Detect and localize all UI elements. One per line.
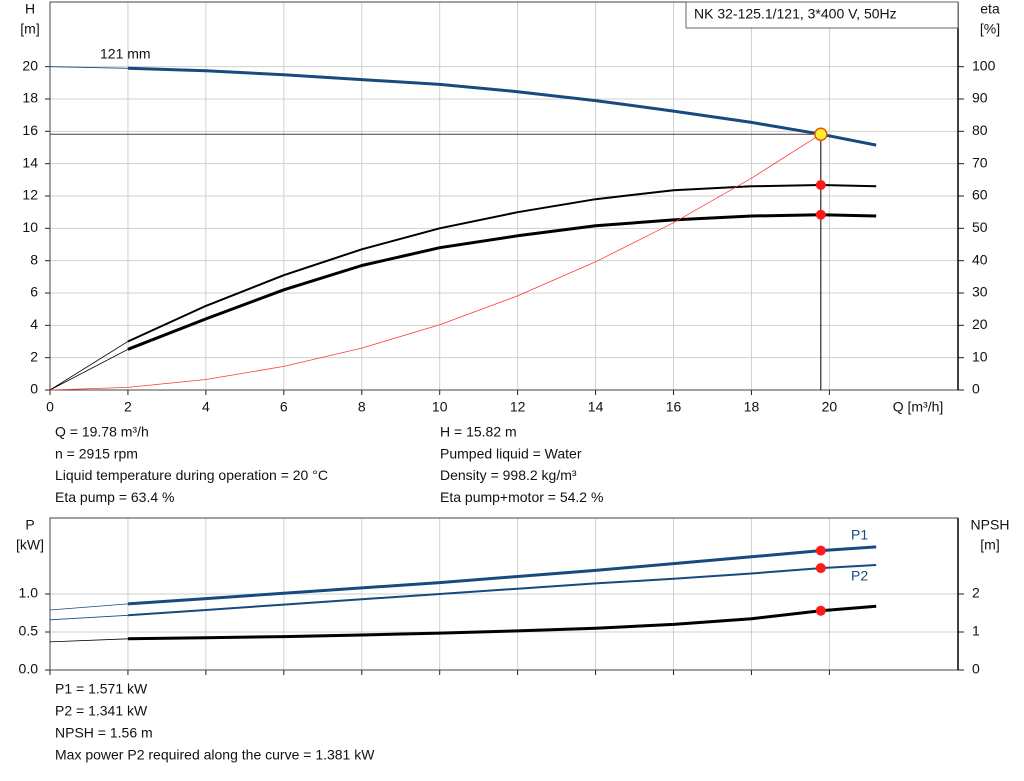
y2-axis-label: NPSH bbox=[971, 517, 1010, 533]
curve bbox=[127, 545, 877, 606]
y2-tick-label: 30 bbox=[972, 284, 988, 300]
y-tick-label: 0 bbox=[30, 381, 38, 397]
y-tick-label: 8 bbox=[30, 251, 38, 267]
x-tick-label: 4 bbox=[202, 399, 210, 415]
curve bbox=[127, 184, 877, 343]
y-tick-label: 6 bbox=[30, 284, 38, 300]
curve bbox=[127, 66, 877, 147]
y2-tick-label: 10 bbox=[972, 348, 988, 364]
y2-tick-label: 0 bbox=[972, 381, 980, 397]
curve-label: P2 bbox=[851, 568, 868, 584]
y-axis-unit: [kW] bbox=[16, 537, 44, 553]
curve bbox=[49, 133, 822, 391]
y-tick-label: 2 bbox=[30, 348, 38, 364]
x-tick-label: 10 bbox=[432, 399, 448, 415]
info-text: Liquid temperature during operation = 20… bbox=[55, 467, 328, 483]
curve-extension bbox=[49, 341, 129, 391]
x-axis-label: Q [m³/h] bbox=[893, 399, 944, 415]
y2-axis-label: eta bbox=[980, 1, 1000, 17]
x-tick-label: 2 bbox=[124, 399, 132, 415]
y2-tick-label: 20 bbox=[972, 316, 988, 332]
curve-extension bbox=[49, 638, 128, 643]
operating-point bbox=[815, 563, 826, 574]
curve-extension bbox=[49, 348, 129, 391]
curve bbox=[127, 564, 877, 617]
operating-point bbox=[815, 605, 826, 616]
info-text: P2 = 1.341 kW bbox=[55, 703, 148, 719]
curve-label: P1 bbox=[851, 527, 868, 543]
y-tick-label: 12 bbox=[22, 187, 38, 203]
y2-axis-unit: [%] bbox=[980, 21, 1000, 37]
x-tick-label: 12 bbox=[510, 399, 526, 415]
curve-extension bbox=[49, 603, 128, 611]
y-axis-label: P bbox=[25, 517, 34, 533]
y2-tick-label: 100 bbox=[972, 57, 996, 73]
y-tick-label: 0.5 bbox=[19, 623, 39, 639]
curve-extension bbox=[49, 614, 128, 621]
chart-title: NK 32-125.1/121, 3*400 V, 50Hz bbox=[694, 6, 897, 22]
curve bbox=[127, 213, 877, 351]
y-tick-label: 16 bbox=[22, 122, 38, 138]
y2-tick-label: 90 bbox=[972, 90, 988, 106]
y2-tick-label: 0 bbox=[972, 661, 980, 677]
info-text: P1 = 1.571 kW bbox=[55, 681, 148, 697]
y-axis-unit: [m] bbox=[20, 21, 39, 37]
y2-tick-label: 40 bbox=[972, 251, 988, 267]
y2-tick-label: 2 bbox=[972, 585, 980, 601]
x-tick-label: 16 bbox=[666, 399, 682, 415]
x-tick-label: 6 bbox=[280, 399, 288, 415]
y-tick-label: 1.0 bbox=[19, 585, 39, 601]
operating-point bbox=[815, 180, 826, 191]
y2-tick-label: 60 bbox=[972, 187, 988, 203]
operating-point bbox=[814, 127, 828, 141]
y-tick-label: 0.0 bbox=[19, 661, 39, 677]
y-tick-label: 10 bbox=[22, 219, 38, 235]
y2-tick-label: 50 bbox=[972, 219, 988, 235]
info-text: Q = 19.78 m³/h bbox=[55, 424, 149, 440]
y-tick-label: 14 bbox=[22, 154, 38, 170]
curve-label: 121 mm bbox=[100, 46, 151, 62]
y-tick-label: 4 bbox=[30, 316, 38, 332]
y-tick-label: 18 bbox=[22, 90, 38, 106]
curve bbox=[127, 604, 877, 641]
info-text: n = 2915 rpm bbox=[55, 445, 138, 461]
info-text: Max power P2 required along the curve = … bbox=[55, 747, 375, 763]
info-text: H = 15.82 m bbox=[440, 424, 517, 440]
info-text: Eta pump = 63.4 % bbox=[55, 489, 174, 505]
x-tick-label: 18 bbox=[744, 399, 760, 415]
info-text: Density = 998.2 kg/m³ bbox=[440, 467, 577, 483]
y2-tick-label: 70 bbox=[972, 154, 988, 170]
operating-point bbox=[815, 545, 826, 556]
x-tick-label: 14 bbox=[588, 399, 604, 415]
y2-tick-label: 1 bbox=[972, 623, 980, 639]
x-tick-label: 20 bbox=[822, 399, 838, 415]
title-box bbox=[685, 1, 959, 29]
info-text: Pumped liquid = Water bbox=[440, 445, 582, 461]
x-tick-label: 0 bbox=[46, 399, 54, 415]
y2-axis-unit: [m] bbox=[980, 537, 999, 553]
curve-extension bbox=[49, 66, 128, 69]
y-tick-label: 20 bbox=[22, 57, 38, 73]
info-text: Eta pump+motor = 54.2 % bbox=[440, 489, 603, 505]
x-tick-label: 8 bbox=[358, 399, 366, 415]
y-axis-label: H bbox=[25, 1, 35, 17]
info-text: NPSH = 1.56 m bbox=[55, 725, 153, 741]
y2-tick-label: 80 bbox=[972, 122, 988, 138]
operating-point bbox=[815, 209, 826, 220]
